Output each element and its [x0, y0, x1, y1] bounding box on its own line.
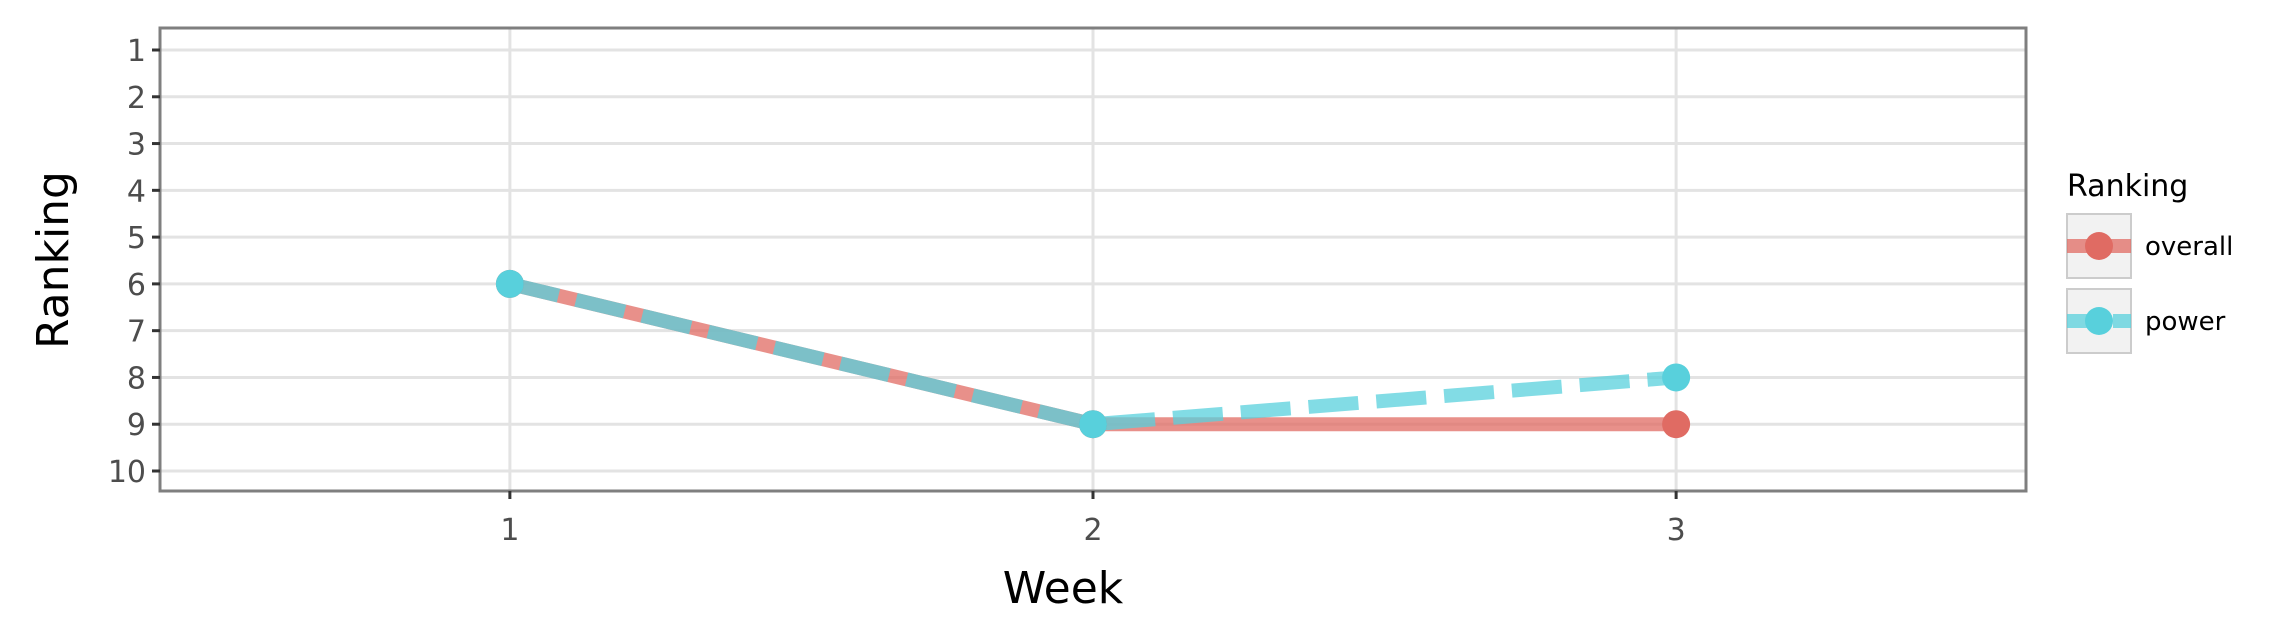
y-tick-label: 6	[127, 268, 146, 303]
legend-label-overall: overall	[2145, 232, 2233, 262]
x-axis-ticks: 1 2 3	[500, 491, 1686, 548]
y-axis-title: Ranking	[28, 171, 79, 349]
y-tick-label: 2	[127, 81, 146, 116]
series-line-power	[508, 277, 1677, 432]
y-tick-label: 7	[127, 315, 146, 350]
y-tick-label: 5	[127, 221, 146, 256]
x-tick-label: 2	[1083, 513, 1102, 548]
y-tick-label: 8	[127, 361, 146, 396]
y-axis-ticks: 1 2 3 4 5 6 7 8 9 10	[108, 34, 160, 490]
y-tick-label: 3	[127, 128, 146, 163]
series-points	[495, 269, 1691, 439]
y-tick-label: 9	[127, 408, 146, 443]
legend: Ranking overall power	[2066, 169, 2233, 354]
x-tick-label: 3	[1667, 513, 1686, 548]
data-point-power	[1079, 410, 1107, 439]
y-tick-label: 10	[108, 455, 146, 490]
x-axis-title: Week	[1003, 563, 1124, 614]
data-point-overall	[1662, 410, 1691, 439]
x-tick-label: 1	[500, 513, 519, 548]
data-point-power	[495, 269, 524, 298]
legend-title: Ranking	[2067, 169, 2188, 204]
y-tick-label: 1	[127, 34, 146, 69]
legend-marker-overall	[2085, 232, 2113, 260]
data-point-power	[1662, 363, 1691, 392]
legend-label-power: power	[2145, 307, 2226, 337]
legend-marker-power	[2085, 307, 2113, 335]
y-tick-label: 4	[127, 174, 146, 209]
